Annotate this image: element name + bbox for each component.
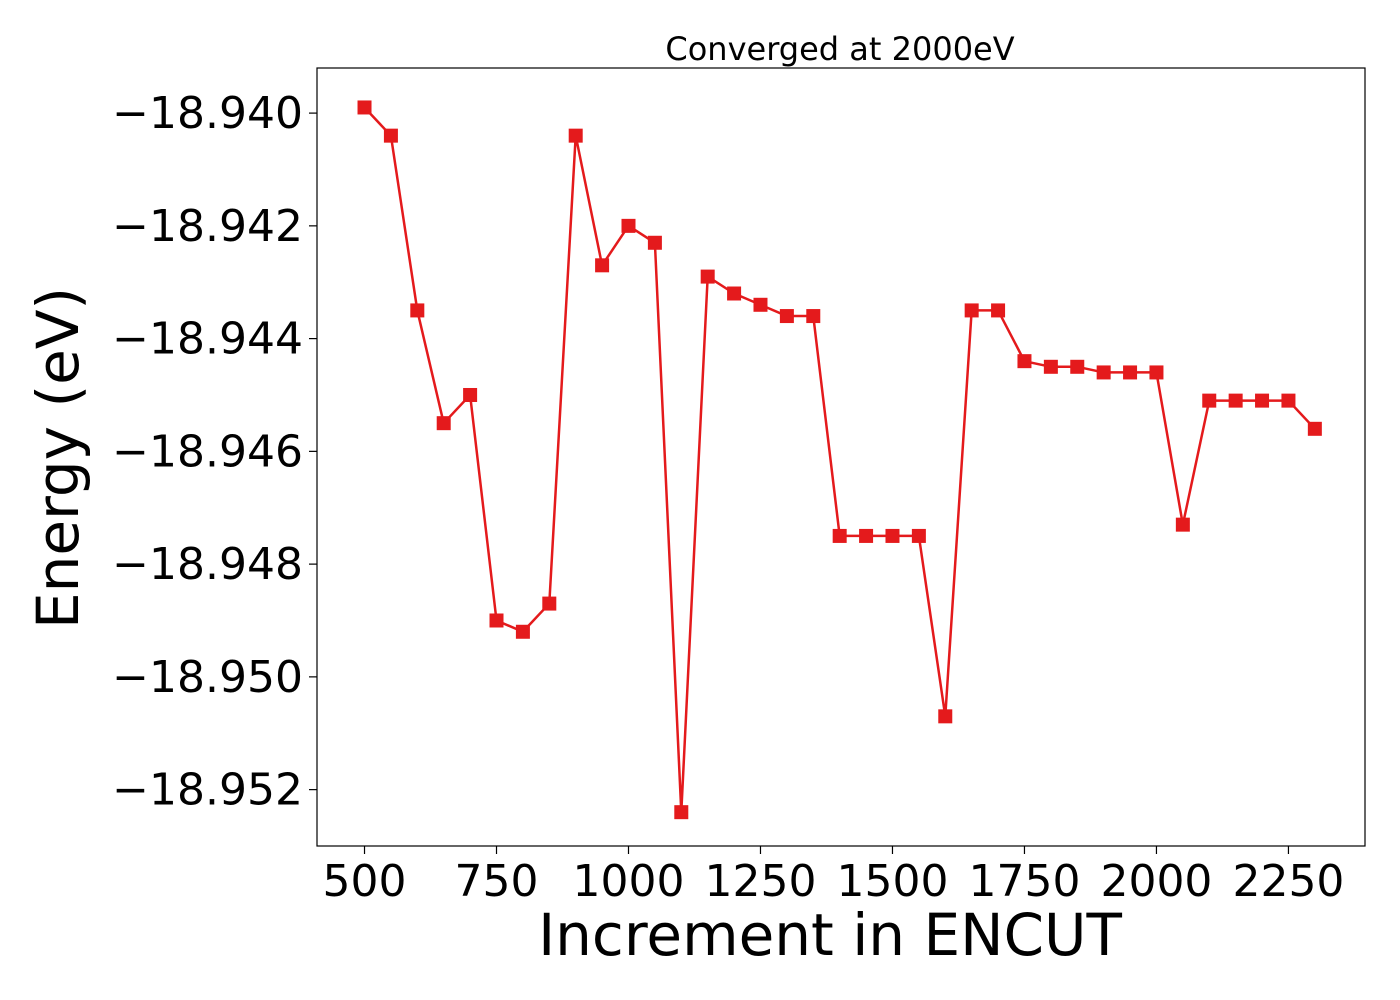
x-tick-label: 750 bbox=[455, 856, 539, 907]
data-point bbox=[938, 709, 953, 724]
data-point bbox=[647, 235, 662, 250]
y-tick-label: −18.942 bbox=[112, 201, 303, 252]
y-tick-label: −18.948 bbox=[112, 539, 303, 590]
data-point bbox=[542, 596, 557, 611]
data-point bbox=[674, 805, 689, 820]
data-point bbox=[1307, 421, 1322, 436]
data-point bbox=[357, 100, 372, 115]
y-axis-label: Energy (eV) bbox=[24, 287, 92, 629]
data-point bbox=[964, 303, 979, 318]
chart-title: Converged at 2000eV bbox=[665, 30, 1014, 68]
data-point bbox=[911, 528, 926, 543]
data-point bbox=[621, 218, 636, 233]
data-point bbox=[595, 258, 610, 273]
data-point bbox=[1202, 393, 1217, 408]
data-point bbox=[1017, 354, 1032, 369]
x-tick-label: 1250 bbox=[704, 856, 816, 907]
data-point bbox=[1281, 393, 1296, 408]
x-axis: 500 750 1000 1250 1500 1750 2000 2250 bbox=[323, 846, 1344, 907]
data-point bbox=[885, 528, 900, 543]
data-point bbox=[1175, 517, 1190, 532]
data-point bbox=[463, 387, 478, 402]
data-point bbox=[1255, 393, 1270, 408]
plot-frame bbox=[316, 67, 1366, 847]
data-point bbox=[832, 528, 847, 543]
data-point bbox=[700, 269, 715, 284]
data-point bbox=[1070, 359, 1085, 374]
x-tick-label: 1750 bbox=[968, 856, 1080, 907]
data-point bbox=[410, 303, 425, 318]
data-point bbox=[1096, 365, 1111, 380]
data-point bbox=[1043, 359, 1058, 374]
data-point bbox=[727, 286, 742, 301]
plot-area bbox=[357, 100, 1322, 820]
y-tick-label: −18.946 bbox=[112, 426, 303, 477]
data-point bbox=[1149, 365, 1164, 380]
data-point bbox=[1123, 365, 1138, 380]
data-point bbox=[568, 128, 583, 143]
x-tick-label: 2250 bbox=[1232, 856, 1344, 907]
y-axis: −18.940 −18.942 −18.944 −18.946 −18.948 −18.9… bbox=[112, 88, 317, 816]
data-point bbox=[489, 613, 504, 628]
x-tick-label: 1500 bbox=[836, 856, 948, 907]
x-axis-label: Increment in ENCUT bbox=[538, 901, 1122, 969]
x-tick-label: 1000 bbox=[573, 856, 685, 907]
data-point bbox=[1228, 393, 1243, 408]
data-point bbox=[991, 303, 1006, 318]
data-point bbox=[779, 309, 794, 324]
y-tick-label: −18.944 bbox=[112, 314, 303, 365]
x-tick-label: 2000 bbox=[1100, 856, 1212, 907]
data-point bbox=[383, 128, 398, 143]
data-point bbox=[436, 416, 451, 431]
data-point bbox=[515, 624, 530, 639]
y-tick-label: −18.950 bbox=[112, 652, 303, 703]
data-point bbox=[806, 309, 821, 324]
y-tick-label: −18.952 bbox=[112, 765, 303, 816]
data-point bbox=[753, 297, 768, 312]
data-point bbox=[859, 528, 874, 543]
y-tick-label: −18.940 bbox=[112, 88, 303, 139]
x-tick-label: 500 bbox=[323, 856, 407, 907]
